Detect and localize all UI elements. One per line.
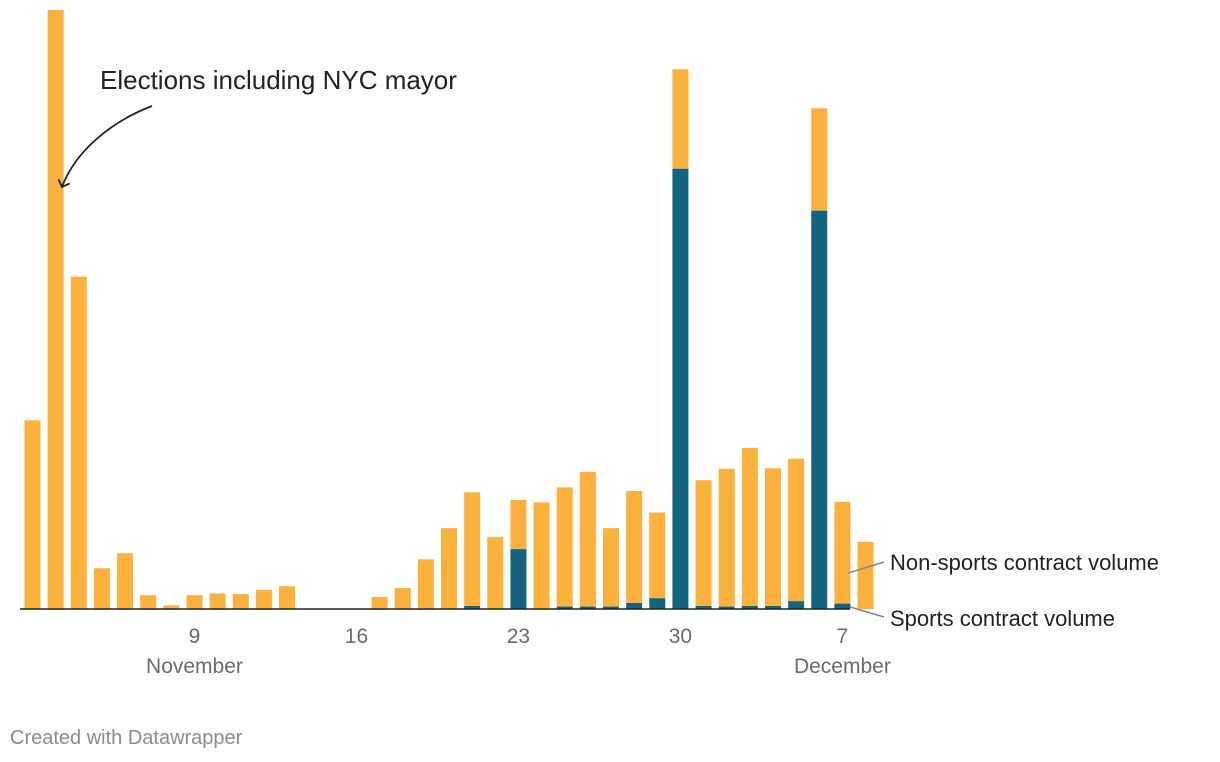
- bar-non-sports: [209, 593, 226, 609]
- month-labels: November December: [146, 655, 891, 678]
- bar-non-sports: [24, 420, 41, 609]
- bar-non-sports: [579, 471, 596, 607]
- bar-non-sports: [464, 492, 481, 607]
- bar-sports: [510, 549, 527, 609]
- bar-non-sports: [510, 499, 527, 550]
- bar-non-sports: [117, 553, 134, 609]
- bar-non-sports: [695, 480, 712, 607]
- bar-sports: [834, 603, 851, 609]
- annotation-arrow: [57, 105, 153, 189]
- bar-sports: [464, 606, 481, 609]
- bar-sports: [718, 606, 735, 609]
- chart: 9 16 23 30 7 November December Elections incl…: [20, 10, 1159, 678]
- bar-non-sports: [47, 10, 64, 609]
- bar-non-sports: [834, 501, 851, 604]
- bar-sports: [788, 601, 805, 609]
- bar-non-sports: [788, 458, 805, 602]
- x-tick-label: 16: [345, 625, 368, 648]
- sports-leader-line: [849, 606, 885, 618]
- bar-non-sports: [441, 528, 458, 609]
- bar-non-sports: [718, 468, 735, 607]
- bar-non-sports: [811, 108, 828, 211]
- month-label: December: [794, 655, 891, 678]
- bar-sports: [764, 606, 781, 609]
- non-sports-leader-line: [847, 561, 885, 574]
- bar-non-sports: [857, 541, 874, 609]
- bar-non-sports: [93, 568, 110, 609]
- credit: Created with Datawrapper: [10, 727, 243, 749]
- bar-non-sports: [394, 588, 411, 609]
- x-tick-label: 9: [189, 625, 201, 648]
- non-sports-label: Non-sports contract volume: [890, 550, 1159, 575]
- bar-sports: [579, 606, 596, 609]
- bar-non-sports: [140, 595, 157, 609]
- x-tick-label: 30: [669, 625, 692, 648]
- bar-sports: [695, 606, 712, 609]
- bar-non-sports: [371, 597, 388, 609]
- annotation-text: Elections including NYC mayor: [100, 65, 457, 95]
- bar-non-sports: [255, 589, 272, 609]
- bar-non-sports: [533, 502, 550, 609]
- bar-non-sports: [417, 559, 434, 609]
- bar-non-sports: [603, 528, 619, 607]
- bar-non-sports: [163, 605, 180, 609]
- bar-non-sports: [672, 69, 689, 169]
- bar-sports: [603, 606, 619, 609]
- bar-non-sports: [70, 276, 87, 609]
- bar-non-sports: [741, 447, 758, 607]
- bar-non-sports: [186, 595, 203, 609]
- bar-sports: [626, 603, 643, 609]
- x-axis-ticks: 9 16 23 30 7: [189, 625, 849, 648]
- bar-sports: [556, 606, 573, 609]
- bar-sports: [741, 606, 758, 609]
- bar-non-sports: [279, 586, 296, 609]
- bar-non-sports: [764, 468, 781, 607]
- bar-non-sports: [487, 537, 504, 609]
- bar-sports: [672, 168, 689, 610]
- bar-sports: [649, 598, 666, 609]
- x-tick-label: 23: [507, 625, 530, 648]
- bar-sports: [811, 210, 828, 610]
- bar-non-sports: [232, 594, 249, 609]
- bars: [24, 10, 874, 610]
- x-tick-label: 7: [837, 625, 849, 648]
- bar-non-sports: [626, 490, 643, 604]
- bar-non-sports: [649, 512, 666, 599]
- sports-label: Sports contract volume: [890, 606, 1115, 631]
- bar-non-sports: [556, 487, 573, 607]
- month-label: November: [146, 655, 243, 678]
